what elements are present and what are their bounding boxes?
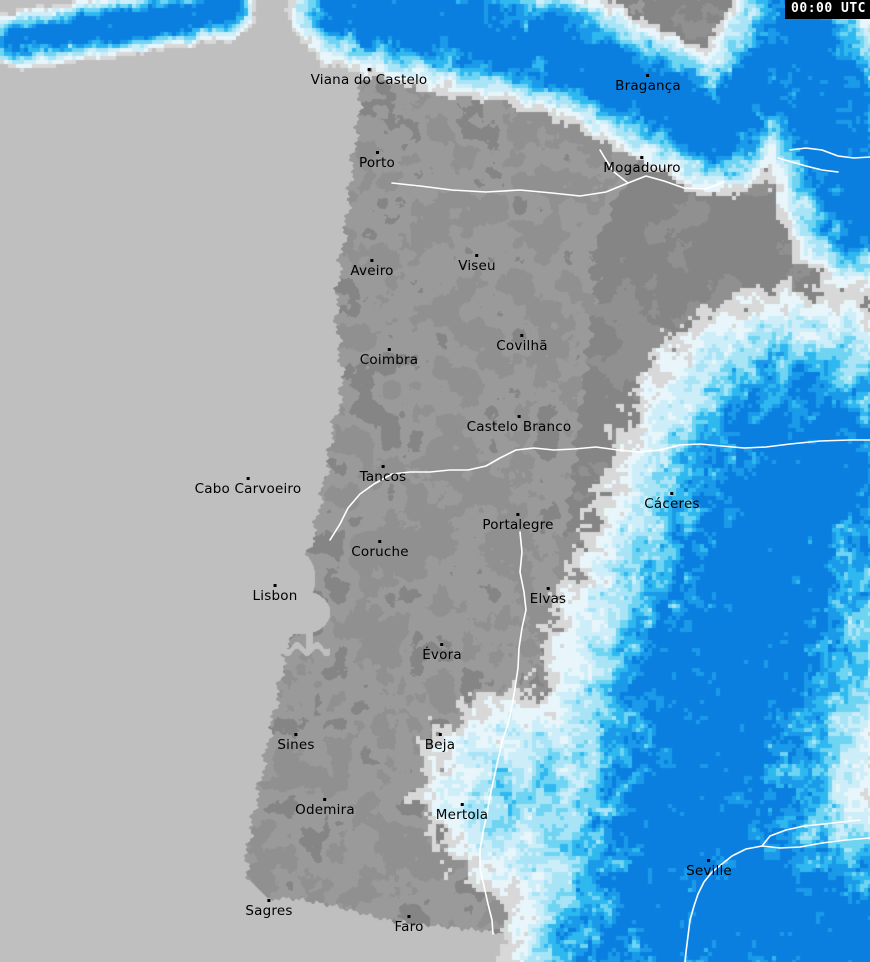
city-marker[interactable]: Mogadouro: [603, 156, 681, 176]
city-marker[interactable]: Coimbra: [360, 348, 418, 367]
city-label: Odemira: [295, 802, 355, 818]
city-dot-icon: [438, 733, 442, 736]
city-marker[interactable]: Cáceres: [644, 492, 700, 512]
city-dot-icon: [387, 348, 391, 351]
city-label: Cáceres: [644, 496, 700, 512]
city-marker[interactable]: Sagres: [245, 899, 292, 918]
city-marker[interactable]: Cabo Carvoeiro: [195, 477, 302, 496]
city-label: Sines: [277, 737, 315, 753]
city-label: Lisbon: [252, 588, 298, 604]
city-dot-icon: [640, 156, 644, 159]
city-marker[interactable]: Viseu: [458, 254, 496, 273]
city-dot-icon: [246, 477, 250, 480]
city-marker[interactable]: Bragança: [615, 74, 681, 93]
city-dot-icon: [273, 584, 277, 587]
city-dot-icon: [707, 859, 711, 862]
city-label: Viseu: [458, 258, 496, 274]
city-marker[interactable]: Odemira: [295, 798, 355, 817]
city-label: Mertola: [435, 807, 489, 823]
city-marker[interactable]: Sines: [277, 733, 314, 752]
city-marker[interactable]: Tancos: [360, 465, 407, 484]
city-label: Seville: [686, 863, 732, 879]
city-label: Aveiro: [350, 263, 394, 279]
city-marker[interactable]: Beja: [425, 733, 455, 752]
city-dot-icon: [375, 151, 379, 154]
city-marker[interactable]: Portalegre: [482, 513, 553, 532]
city-marker[interactable]: Elvas: [530, 587, 567, 606]
city-dot-icon: [407, 915, 411, 918]
city-label: Viana do Castelo: [310, 72, 428, 88]
city-marker[interactable]: Viana do Castelo: [311, 68, 428, 87]
city-dot-icon: [370, 259, 374, 262]
city-label: Portalegre: [482, 517, 554, 533]
city-dot-icon: [546, 587, 550, 590]
city-dot-icon: [323, 798, 327, 801]
city-marker[interactable]: Évora: [422, 643, 462, 662]
city-marker[interactable]: Coruche: [351, 540, 409, 560]
city-label: Covilhã: [496, 338, 548, 354]
city-label: Coruche: [351, 544, 409, 560]
city-label: Bragança: [615, 78, 681, 94]
city-label: Elvas: [529, 591, 567, 607]
city-label: Sagres: [245, 903, 293, 919]
city-label: Coimbra: [359, 352, 419, 368]
city-dot-icon: [646, 74, 650, 77]
city-label: Porto: [358, 155, 396, 171]
city-marker[interactable]: Covilhã: [496, 334, 548, 354]
city-marker[interactable]: Porto: [359, 151, 395, 170]
city-marker[interactable]: Seville: [686, 859, 732, 878]
city-label: Faro: [394, 919, 424, 935]
city-marker[interactable]: Mertola: [436, 803, 488, 822]
city-label: Cabo Carvoeiro: [194, 481, 302, 497]
city-dot-icon: [440, 643, 444, 646]
city-dot-icon: [520, 334, 524, 337]
city-marker[interactable]: Faro: [394, 915, 423, 934]
city-dot-icon: [516, 513, 520, 516]
city-marker[interactable]: Aveiro: [350, 259, 393, 278]
city-dot-icon: [294, 733, 298, 736]
city-marker[interactable]: Lisbon: [253, 584, 298, 603]
city-marker[interactable]: Castelo Branco: [467, 415, 572, 434]
timestamp-badge: 00:00 UTC: [785, 0, 870, 19]
city-dot-icon: [460, 803, 464, 806]
city-dot-icon: [267, 899, 271, 902]
city-dot-icon: [517, 415, 521, 418]
city-dot-icon: [367, 68, 371, 71]
city-label: Beja: [424, 737, 456, 753]
city-label: Évora: [422, 647, 462, 663]
city-label: Tancos: [359, 469, 407, 485]
city-dot-icon: [381, 465, 385, 468]
city-label: Castelo Branco: [466, 419, 572, 435]
city-dot-icon: [670, 492, 674, 495]
city-dot-icon: [378, 540, 382, 543]
city-label: Mogadouro: [603, 160, 681, 176]
city-dot-icon: [475, 254, 479, 257]
